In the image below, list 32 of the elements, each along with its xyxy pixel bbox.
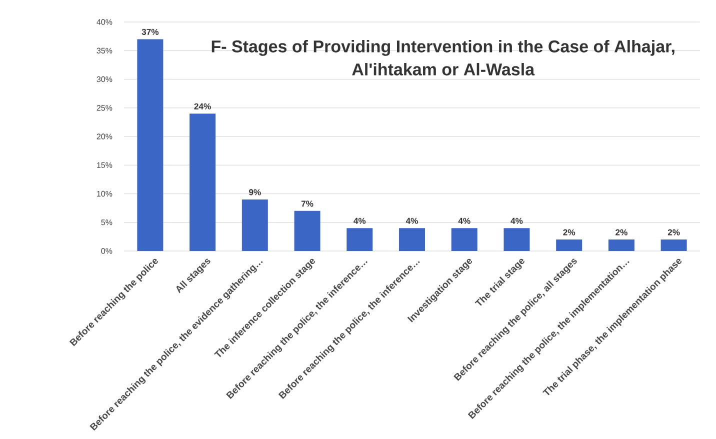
y-tick-label: 10% <box>97 190 112 197</box>
data-label: 4% <box>354 218 366 224</box>
bar <box>504 228 530 251</box>
data-label: 2% <box>563 229 576 236</box>
data-label: 37% <box>142 28 159 35</box>
bar <box>660 240 687 251</box>
data-label: 2% <box>616 229 628 236</box>
bar <box>190 114 216 251</box>
bar <box>294 210 320 251</box>
data-label: 4% <box>458 218 470 224</box>
bar <box>137 39 164 251</box>
data-label: 4% <box>510 218 523 224</box>
text: F- Stages of Providing Intervention in the Case of Alhajar, Al'ihtakam or Al-Wasla <box>212 40 674 76</box>
bar <box>608 240 634 251</box>
data-label: 7% <box>301 200 314 207</box>
y-tick-label: 20% <box>96 134 112 140</box>
data-label: 9% <box>248 189 261 196</box>
data-label: 24% <box>194 103 211 110</box>
data-label: 2% <box>668 229 680 236</box>
y-tick-label: 15% <box>97 162 112 168</box>
bar <box>242 199 268 251</box>
y-tick-label: 35% <box>96 48 112 54</box>
y-tick-label: 5% <box>101 220 112 226</box>
y-tick-label: 40% <box>96 19 112 25</box>
bar <box>451 228 478 251</box>
y-tick-label: 0% <box>101 248 112 254</box>
bar <box>399 228 425 251</box>
bar <box>346 228 373 251</box>
bar <box>556 240 582 251</box>
data-label: 4% <box>406 218 418 224</box>
y-tick-label: 25% <box>96 105 112 111</box>
y-tick-label: 30% <box>96 76 112 82</box>
